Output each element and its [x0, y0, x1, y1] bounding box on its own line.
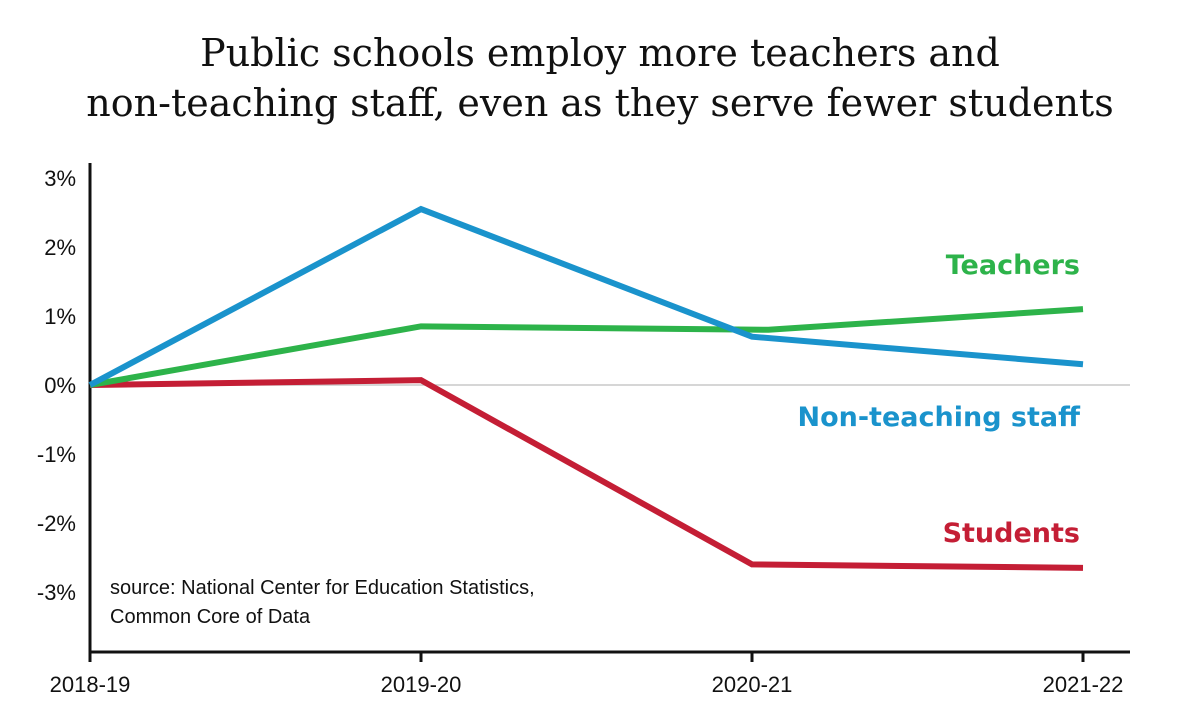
- y-tick-label: 1%: [44, 304, 76, 329]
- axes: [88, 163, 1130, 654]
- series-line-non-teaching-staff: [88, 205, 1084, 388]
- y-tick-label: -2%: [37, 511, 76, 536]
- series-label-students: Students: [943, 518, 1080, 549]
- y-axis-ticks: 3% 2% 1% 0% -1% -2% -3%: [37, 166, 76, 605]
- y-tick-label: -1%: [37, 442, 76, 467]
- source-line-2: Common Core of Data: [110, 606, 311, 628]
- x-tick-label: 2019-20: [381, 672, 462, 697]
- series-label-teachers: Teachers: [946, 250, 1080, 281]
- y-tick-label: 0%: [44, 373, 76, 398]
- chart-title: Public schools employ more teachers and …: [0, 28, 1200, 128]
- source-note: source: National Center for Education St…: [110, 577, 535, 628]
- x-axis-ticks: 2018-19 2019-20 2020-21 2021-22: [50, 652, 1124, 697]
- y-tick-label: 2%: [44, 235, 76, 260]
- chart-title-line-1: Public schools employ more teachers and: [200, 31, 1000, 75]
- chart-title-line-2: non-teaching staff, even as they serve f…: [86, 81, 1114, 125]
- x-tick-label: 2018-19: [50, 672, 131, 697]
- series-lines: [88, 205, 1084, 571]
- series-line-teachers: [89, 306, 1084, 388]
- x-tick-label: 2020-21: [712, 672, 793, 697]
- series-label-non-teaching-staff: Non-teaching staff: [797, 402, 1081, 433]
- source-line-1: source: National Center for Education St…: [110, 577, 535, 599]
- x-tick-label: 2021-22: [1043, 672, 1124, 697]
- y-tick-label: 3%: [44, 166, 76, 191]
- series-line-students: [89, 377, 1084, 571]
- series-labels: Teachers Non-teaching staff Students: [797, 250, 1081, 549]
- y-tick-label: -3%: [37, 580, 76, 605]
